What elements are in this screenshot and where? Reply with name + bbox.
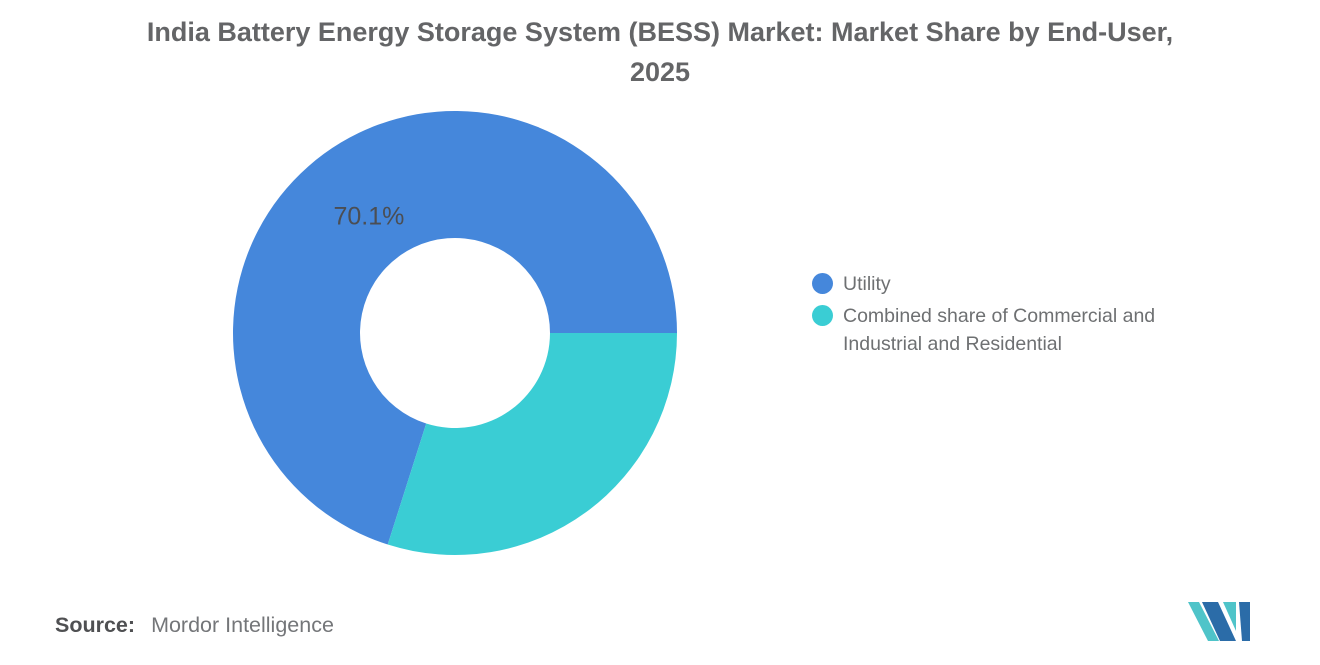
logo-blue-band [1202,602,1236,641]
logo-blue-leg [1239,602,1250,641]
legend: Utility Combined share of Commercial and … [812,270,1222,362]
source-value: Mordor Intelligence [151,613,334,637]
legend-item-0[interactable]: Utility [812,270,1222,298]
legend-label: Combined share of Commercial and Industr… [843,305,1156,355]
legend-marker-icon [812,305,833,326]
logo-teal-band [1188,602,1219,641]
pie-slice-0[interactable] [232,110,678,545]
chart-title: India Battery Energy Storage System (BES… [146,17,1174,87]
legend-label: Utility [843,273,891,295]
donut-chart: 70.1% [232,110,678,555]
mordor-intelligence-logo [1188,602,1250,641]
source-row: Source: Mordor Intelligence [55,613,334,638]
pie-slice-1[interactable] [387,333,677,555]
logo-teal-triangle [1223,602,1236,631]
legend-item-1[interactable]: Combined share of Commercial and Industr… [812,302,1222,358]
source-label: Source: [55,613,136,637]
data-label: 70.1% [333,202,404,230]
legend-marker-icon [812,273,833,294]
